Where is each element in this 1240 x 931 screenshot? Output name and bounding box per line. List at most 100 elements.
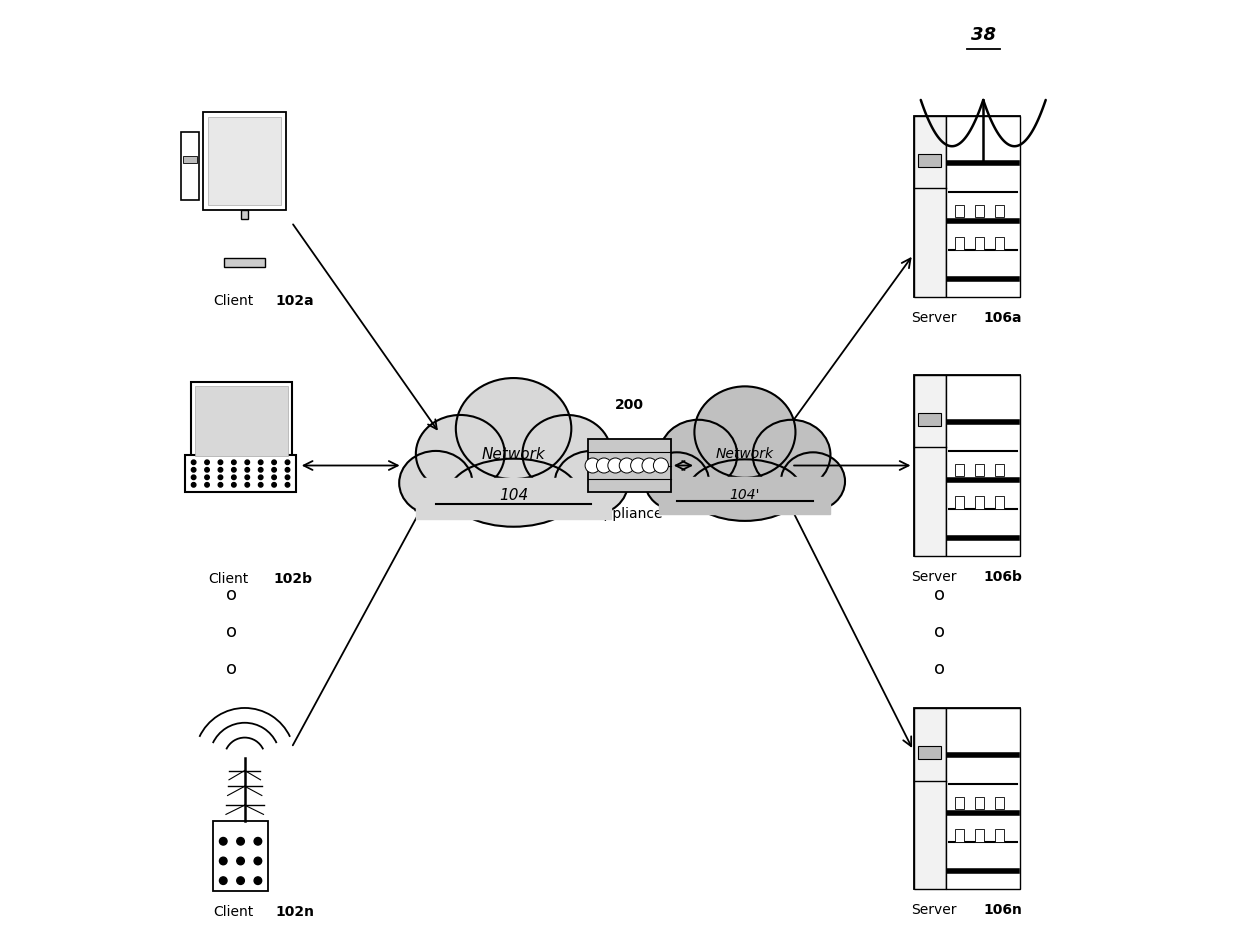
Bar <box>914 708 1021 889</box>
Bar <box>919 154 941 167</box>
Bar <box>975 205 983 217</box>
Circle shape <box>285 482 290 487</box>
Circle shape <box>191 475 196 479</box>
Circle shape <box>254 857 262 865</box>
Bar <box>946 708 1021 889</box>
Circle shape <box>191 467 196 472</box>
Circle shape <box>219 877 227 884</box>
Circle shape <box>232 482 236 487</box>
Circle shape <box>272 460 277 465</box>
Text: o: o <box>934 623 945 641</box>
Text: 38: 38 <box>971 26 996 45</box>
Text: Network: Network <box>481 447 546 462</box>
Circle shape <box>218 482 223 487</box>
Ellipse shape <box>781 452 844 510</box>
Circle shape <box>285 460 290 465</box>
Bar <box>946 116 1021 297</box>
Ellipse shape <box>645 452 709 510</box>
Circle shape <box>191 482 196 487</box>
Bar <box>660 477 831 514</box>
Circle shape <box>205 460 210 465</box>
Ellipse shape <box>660 420 737 490</box>
Bar <box>195 386 289 456</box>
Bar <box>975 830 983 842</box>
Ellipse shape <box>753 420 831 490</box>
Text: 200: 200 <box>615 398 644 412</box>
Circle shape <box>254 877 262 884</box>
Circle shape <box>272 475 277 479</box>
Bar <box>955 205 963 217</box>
Ellipse shape <box>399 451 472 515</box>
Bar <box>975 496 983 509</box>
Text: Client: Client <box>208 572 248 586</box>
Text: o: o <box>934 586 945 604</box>
Circle shape <box>237 877 244 884</box>
Bar <box>955 797 963 809</box>
Text: o: o <box>226 660 237 678</box>
Circle shape <box>585 458 600 473</box>
Bar <box>224 258 265 266</box>
Circle shape <box>258 460 263 465</box>
Bar <box>919 413 941 425</box>
Circle shape <box>596 458 611 473</box>
Text: o: o <box>226 623 237 641</box>
Text: o: o <box>226 586 237 604</box>
Bar <box>975 464 983 477</box>
Text: o: o <box>934 660 945 678</box>
Bar <box>919 747 941 759</box>
Bar <box>955 830 963 842</box>
Circle shape <box>254 838 262 845</box>
Text: 104: 104 <box>498 488 528 503</box>
Text: 106b: 106b <box>983 570 1023 584</box>
Bar <box>191 383 293 460</box>
Circle shape <box>237 838 244 845</box>
Bar <box>994 205 1004 217</box>
Circle shape <box>246 460 249 465</box>
Bar <box>182 155 197 163</box>
Bar <box>914 708 946 889</box>
Text: 102a: 102a <box>275 294 315 308</box>
Circle shape <box>237 857 244 865</box>
Bar <box>975 797 983 809</box>
Circle shape <box>285 475 290 479</box>
Bar <box>994 797 1004 809</box>
Circle shape <box>608 458 622 473</box>
Circle shape <box>205 482 210 487</box>
Circle shape <box>219 838 227 845</box>
Bar <box>241 209 248 220</box>
Circle shape <box>219 857 227 865</box>
Circle shape <box>218 460 223 465</box>
Bar <box>994 464 1004 477</box>
Text: Network: Network <box>715 448 774 462</box>
Circle shape <box>246 475 249 479</box>
Ellipse shape <box>415 415 505 492</box>
Bar <box>914 375 946 556</box>
Bar <box>994 830 1004 842</box>
Text: Server: Server <box>911 903 957 917</box>
Circle shape <box>232 460 236 465</box>
Ellipse shape <box>449 459 578 527</box>
Text: 106a: 106a <box>983 311 1022 325</box>
Text: Server: Server <box>911 311 957 325</box>
Text: 104': 104' <box>729 488 760 502</box>
Circle shape <box>246 467 249 472</box>
Circle shape <box>285 467 290 472</box>
Text: 102b: 102b <box>273 572 312 586</box>
Text: Appliance: Appliance <box>595 507 663 521</box>
Bar <box>181 132 198 200</box>
Text: 106n: 106n <box>983 903 1023 917</box>
Bar <box>946 375 1021 556</box>
Ellipse shape <box>694 386 796 478</box>
Circle shape <box>218 467 223 472</box>
Text: 102n: 102n <box>275 905 315 919</box>
Bar <box>213 821 268 891</box>
Bar <box>914 375 1021 556</box>
Text: Server: Server <box>911 570 957 584</box>
Circle shape <box>232 467 236 472</box>
Bar <box>955 237 963 250</box>
Circle shape <box>232 475 236 479</box>
Bar <box>415 479 611 519</box>
Text: Client: Client <box>213 905 253 919</box>
Bar <box>185 454 296 492</box>
Ellipse shape <box>456 378 572 479</box>
